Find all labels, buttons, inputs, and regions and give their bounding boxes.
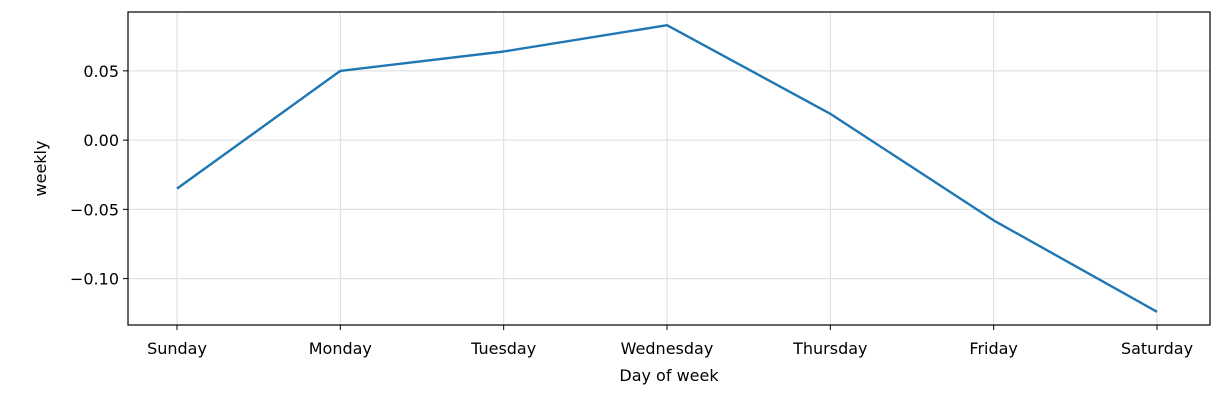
x-tick-label: Thursday [792, 339, 867, 358]
y-axis-label: weekly [31, 141, 50, 197]
tick-layer: Sunday Monday Tuesday Wednesday Thursday Frid… [70, 62, 1193, 358]
x-tick-label: Friday [969, 339, 1018, 358]
x-tick-label: Wednesday [621, 339, 714, 358]
grid-layer [128, 12, 1210, 325]
x-tick-label: Sunday [147, 339, 207, 358]
x-tick-label: Tuesday [470, 339, 536, 358]
x-axis-label: Day of week [619, 366, 719, 385]
x-tick-label: Saturday [1121, 339, 1193, 358]
y-tick-label: 0.05 [83, 62, 119, 81]
y-tick-label: −0.10 [70, 270, 119, 289]
plot-frame [127, 11, 1211, 326]
x-tick-label: Monday [309, 339, 372, 358]
series-layer [176, 24, 1158, 313]
series-line [176, 24, 1158, 313]
y-tick-label: −0.05 [70, 200, 119, 219]
y-tick-label: 0.00 [83, 131, 119, 150]
